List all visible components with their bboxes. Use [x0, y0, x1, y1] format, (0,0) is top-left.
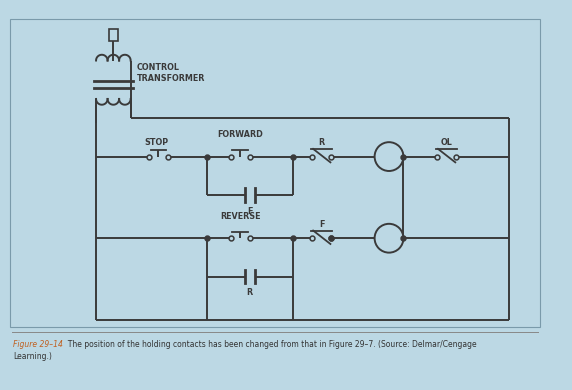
Text: R: R	[385, 233, 393, 243]
Text: Figure 29–14: Figure 29–14	[14, 340, 63, 349]
Text: F: F	[386, 152, 392, 161]
FancyBboxPatch shape	[10, 19, 540, 326]
Text: F: F	[247, 207, 252, 216]
Circle shape	[375, 224, 403, 253]
Text: Learning.): Learning.)	[14, 351, 52, 361]
Text: The position of the holding contacts has been changed from that in Figure 29–7. : The position of the holding contacts has…	[63, 340, 477, 349]
Text: F: F	[319, 220, 324, 229]
Text: STOP: STOP	[145, 138, 169, 147]
Text: OL: OL	[440, 138, 452, 147]
Circle shape	[375, 142, 403, 171]
Text: FORWARD: FORWARD	[217, 130, 263, 139]
Text: R: R	[247, 288, 253, 297]
Text: CONTROL
TRANSFORMER: CONTROL TRANSFORMER	[136, 63, 205, 83]
FancyBboxPatch shape	[109, 29, 118, 41]
Text: REVERSE: REVERSE	[220, 212, 260, 221]
Text: R: R	[319, 138, 325, 147]
